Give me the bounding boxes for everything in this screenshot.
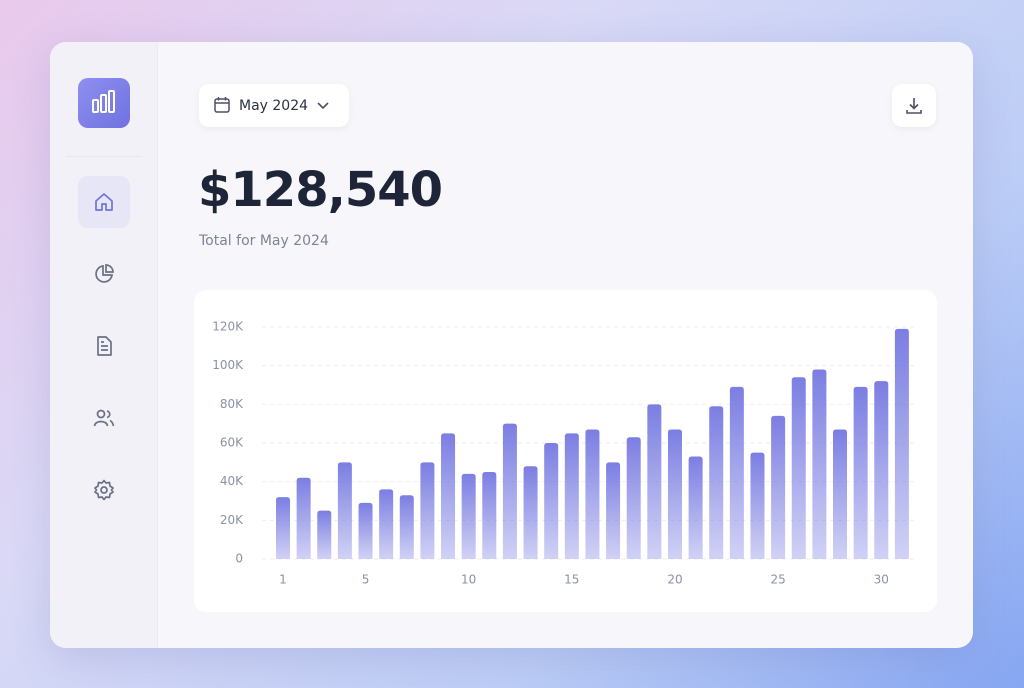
y-tick-label: 100K — [212, 358, 244, 372]
pie-icon — [95, 264, 114, 283]
settings-icon — [94, 479, 114, 501]
date-picker[interactable]: May 2024 — [199, 84, 349, 127]
bar — [688, 456, 703, 559]
chevron-icon — [317, 102, 329, 110]
bar — [874, 381, 889, 559]
doc-icon — [97, 336, 112, 356]
download-button[interactable] — [892, 84, 936, 127]
bar — [750, 452, 765, 559]
bar — [337, 462, 352, 559]
bar — [379, 489, 394, 559]
bar — [894, 328, 909, 559]
x-tick-label: 1 — [279, 573, 287, 587]
bar — [461, 473, 476, 559]
logo-icon — [92, 90, 115, 113]
bar — [317, 510, 332, 559]
bar — [812, 369, 827, 559]
x-tick-label: 15 — [564, 573, 579, 587]
bar — [606, 462, 621, 559]
bar — [585, 429, 600, 559]
bar — [399, 495, 414, 559]
bar — [564, 433, 579, 559]
bar — [420, 462, 435, 559]
x-tick-label: 25 — [770, 573, 785, 587]
y-tick-label: 80K — [220, 397, 244, 411]
x-tick-label: 20 — [667, 573, 682, 587]
bar — [502, 423, 517, 559]
nav-home[interactable] — [78, 176, 130, 228]
nav-users[interactable] — [78, 392, 130, 444]
y-tick-label: 20K — [220, 513, 244, 527]
nav-documents[interactable] — [78, 320, 130, 372]
x-tick-label: 5 — [362, 573, 370, 587]
y-tick-label: 0 — [235, 552, 243, 566]
logo[interactable] — [78, 78, 130, 128]
nav-analytics[interactable] — [78, 248, 130, 300]
bar — [667, 429, 682, 559]
date-picker-label: May 2024 — [239, 97, 309, 114]
bar — [276, 497, 290, 559]
separator — [66, 156, 141, 157]
home-icon — [95, 193, 113, 211]
y-tick-label: 40K — [220, 474, 244, 488]
bar — [358, 502, 373, 559]
bar — [296, 477, 311, 559]
bar — [853, 386, 868, 559]
total-caption: Total for May 2024 — [199, 233, 329, 249]
download-icon — [906, 97, 922, 114]
sidebar — [50, 42, 158, 648]
bar — [482, 472, 497, 559]
nav-settings[interactable] — [78, 464, 130, 516]
bar — [771, 415, 786, 559]
bar — [647, 404, 662, 559]
bar — [626, 437, 641, 559]
x-tick-label: 30 — [874, 573, 889, 587]
y-tick-label: 120K — [212, 320, 244, 334]
bar — [544, 443, 559, 559]
bar — [709, 406, 724, 559]
bar — [791, 377, 806, 559]
bar — [523, 466, 538, 559]
bar — [729, 386, 744, 559]
x-tick-label: 10 — [461, 573, 476, 587]
calendar-icon — [214, 97, 230, 113]
users-icon — [93, 409, 115, 427]
bar — [441, 433, 456, 559]
total-amount: $128,540 — [198, 162, 443, 218]
bar — [833, 429, 848, 559]
y-tick-label: 60K — [220, 436, 244, 450]
